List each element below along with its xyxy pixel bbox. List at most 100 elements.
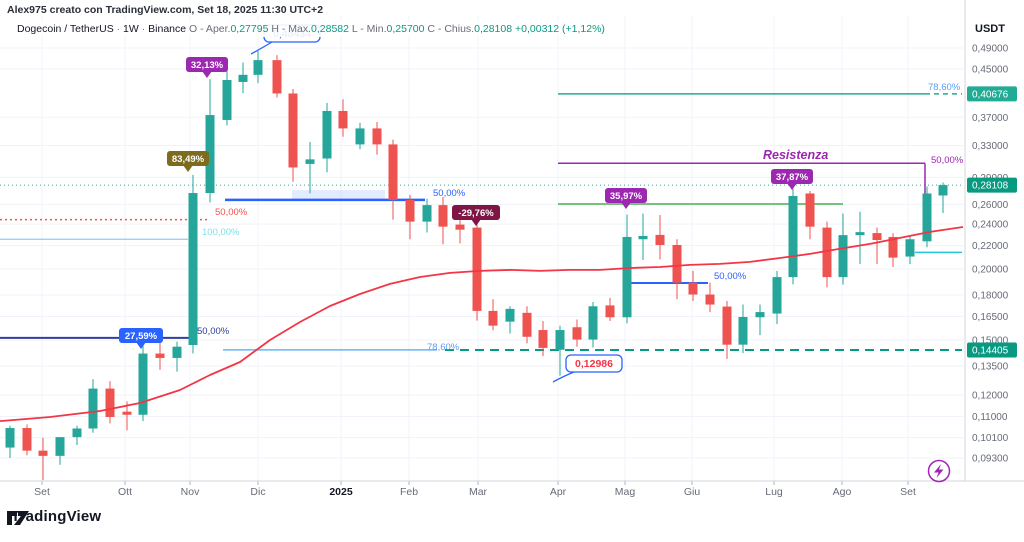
- pointer-label[interactable]: 32,13%: [186, 57, 228, 78]
- pointer-label-text: 35,97%: [610, 191, 643, 202]
- interval[interactable]: 1W: [123, 23, 139, 35]
- price-badge-text: 0,40676: [972, 89, 1009, 100]
- candle: [722, 301, 732, 359]
- price-tick-label: 0,16500: [972, 312, 1009, 323]
- candle-body: [322, 110, 332, 159]
- month-label: Set: [34, 486, 50, 498]
- month-label: Mar: [469, 486, 488, 498]
- candle-body: [905, 239, 915, 257]
- candle: [588, 302, 598, 348]
- price-tick-label: 0,24000: [972, 220, 1009, 231]
- close-value: 0,28108: [474, 23, 513, 35]
- callout-tail: [250, 41, 273, 55]
- candle-body: [622, 236, 632, 318]
- candle-body: [305, 159, 315, 164]
- candle: [938, 182, 948, 214]
- candle: [138, 345, 148, 422]
- annotation-text[interactable]: 78,60%: [928, 82, 961, 93]
- candle: [755, 304, 765, 336]
- candle-body: [555, 330, 565, 350]
- price-tick-label: 0,11000: [972, 412, 1008, 423]
- tradingview-logo[interactable]: TradingView: [6, 508, 101, 525]
- price-badge-text: 0,28108: [972, 181, 1009, 192]
- candle: [38, 437, 48, 481]
- candle: [105, 381, 115, 424]
- low-label: L - Min.: [351, 23, 387, 35]
- price-axis-currency: USDT: [975, 23, 1005, 35]
- pointer-label-pill: [119, 328, 163, 343]
- candle-body: [788, 195, 798, 278]
- pointer-label[interactable]: 35,97%: [605, 188, 647, 209]
- annotation-text[interactable]: 50,00%: [197, 326, 230, 337]
- time-axis[interactable]: Set Ott Nov Dic 2025 Feb Mar Apr Mag Giu Lug Ago Set: [34, 486, 916, 498]
- candle: [205, 79, 215, 203]
- high-value: 0,28582: [311, 23, 349, 35]
- price-badge: 0,40676: [967, 86, 1017, 102]
- candle-body: [253, 60, 263, 75]
- symbol-name[interactable]: Dogecoin / TetherUS: [17, 23, 114, 35]
- callout-tail: [552, 371, 575, 383]
- price-tick-label: 0,18000: [972, 291, 1009, 302]
- month-label: Apr: [550, 486, 567, 498]
- candle: [488, 299, 498, 331]
- candle-body: [55, 437, 65, 456]
- price-tick-label: 0,37000: [972, 113, 1009, 124]
- candle: [422, 198, 432, 233]
- callout-box: [565, 354, 623, 373]
- price-tick-label: 0,10100: [972, 433, 1009, 444]
- exchange: Binance: [148, 23, 187, 35]
- candle-body: [538, 330, 548, 348]
- annotation-text[interactable]: 50,00%: [433, 188, 466, 199]
- candle-body: [338, 110, 348, 129]
- pointer-label[interactable]: 83,49%: [167, 151, 209, 172]
- annotation-text[interactable]: 50,00%: [215, 207, 248, 218]
- pointer-label[interactable]: 37,87%: [771, 169, 813, 190]
- annotation-text[interactable]: 78,60%: [427, 342, 460, 353]
- pointer-label[interactable]: 27,59%: [119, 328, 163, 349]
- month-label: Lug: [765, 486, 783, 498]
- candle-body: [472, 227, 482, 311]
- pointer-label-pill: [605, 188, 647, 203]
- fib-band-fill: [292, 190, 385, 200]
- separator: ·: [141, 23, 146, 35]
- candle: [688, 270, 698, 302]
- candle-body: [72, 428, 82, 438]
- month-label: Ago: [833, 486, 852, 498]
- price-tick-label: 0,33000: [972, 141, 1009, 152]
- candle-body: [22, 428, 32, 451]
- candle: [372, 122, 382, 155]
- tradingview-logo-icon: [7, 511, 29, 525]
- candle: [388, 139, 398, 220]
- price-badge: 0,28108: [967, 177, 1017, 193]
- candle: [555, 325, 565, 376]
- callout[interactable]: 0,12986: [552, 354, 623, 383]
- lightning-button[interactable]: [927, 459, 951, 483]
- price-axis[interactable]: USDT0,490000,450000,370000,330000,290000…: [967, 23, 1017, 464]
- annotation-text[interactable]: 50,00%: [931, 155, 964, 166]
- pointer-label[interactable]: -29,76%: [452, 205, 500, 226]
- candle-body: [388, 144, 398, 200]
- candle: [72, 425, 82, 446]
- candle-body: [822, 227, 832, 278]
- candle: [238, 62, 248, 94]
- price-tick-label: 0,45000: [972, 65, 1009, 76]
- candle: [405, 195, 415, 240]
- candle: [253, 50, 263, 84]
- candle-body: [422, 205, 432, 222]
- month-label: 2025: [329, 486, 353, 498]
- month-label: Mag: [615, 486, 636, 498]
- candle: [155, 340, 165, 370]
- annotation-text[interactable]: 100,00%: [202, 227, 240, 238]
- annotation-text[interactable]: 50,00%: [714, 271, 747, 282]
- candle-body: [755, 312, 765, 318]
- annotation-text[interactable]: Resistenza: [763, 148, 828, 162]
- price-tick-label: 0,20000: [972, 265, 1009, 276]
- candle: [188, 174, 198, 354]
- candle: [222, 66, 232, 126]
- symbol-ohlc-bar[interactable]: Dogecoin / TetherUS · 1W · Binance O - A…: [13, 21, 609, 37]
- ma-line: [0, 226, 964, 422]
- candle: [855, 211, 865, 264]
- open-value: 0,27795: [230, 23, 269, 35]
- candle-body: [855, 232, 865, 236]
